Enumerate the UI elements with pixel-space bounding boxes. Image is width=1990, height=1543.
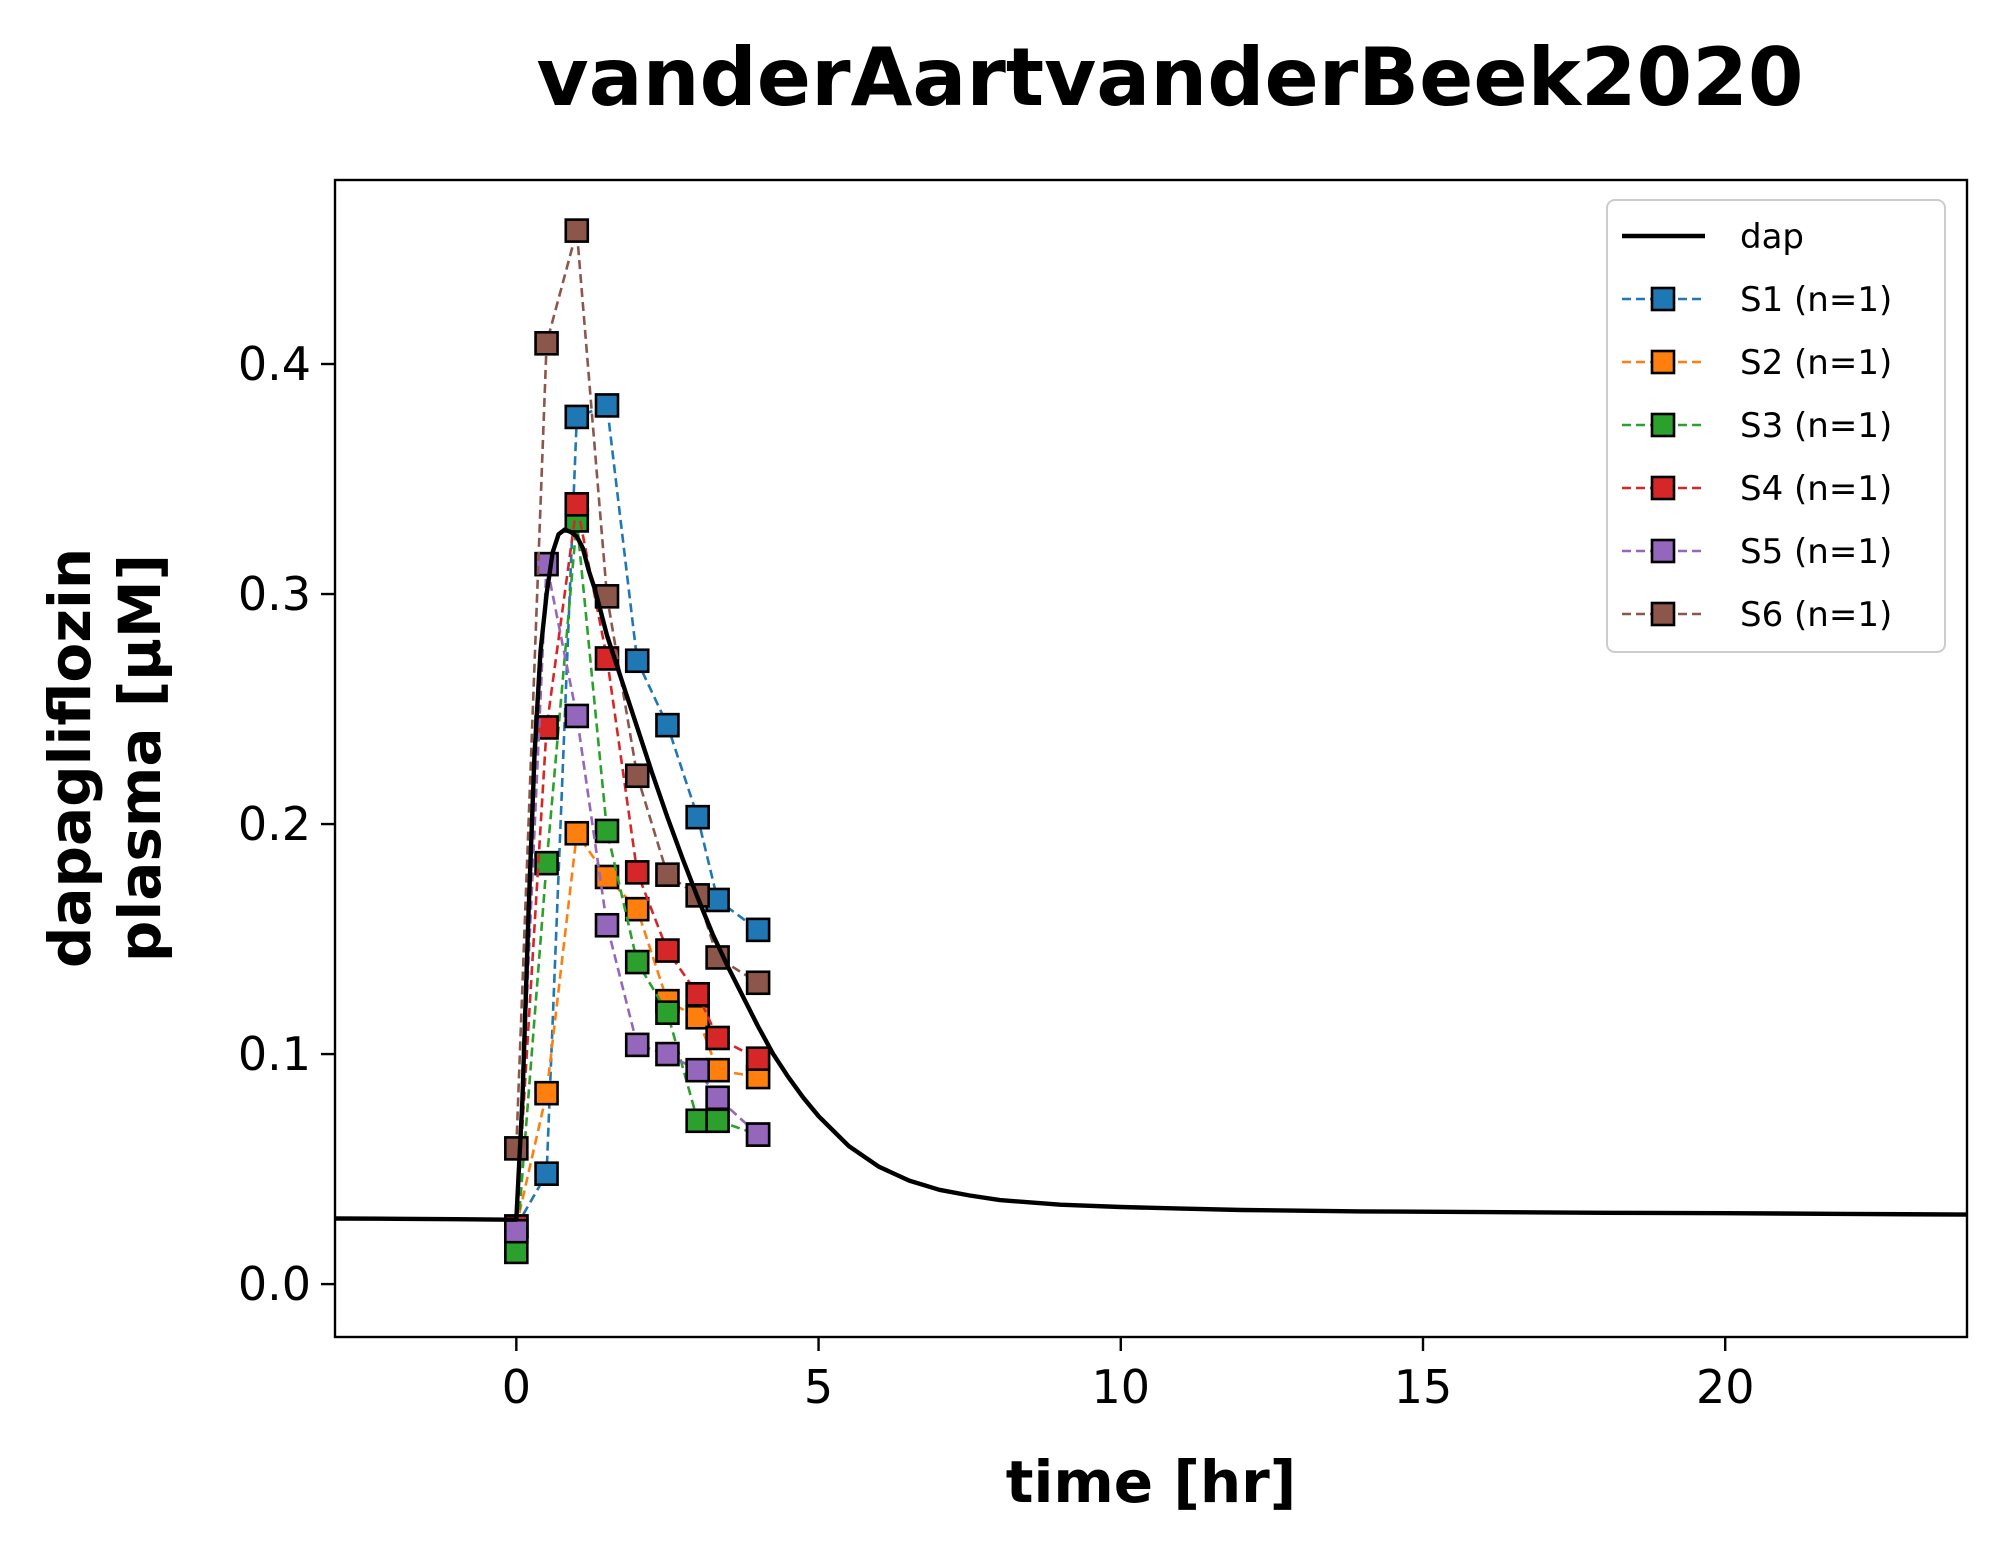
x-tick-label: 10 <box>1092 1360 1151 1414</box>
legend-marker-swatch <box>1650 538 1676 564</box>
data-point <box>655 1000 680 1025</box>
y-tick-label: 0.3 <box>238 567 311 621</box>
x-axis: 0 5 10 15 20 <box>502 1337 1755 1414</box>
data-point <box>705 1025 730 1051</box>
y-tick-label: 0.4 <box>238 337 311 391</box>
legend-entry: dap <box>1622 217 1804 257</box>
series-1 <box>504 393 771 1239</box>
legend-marker-swatch <box>1650 601 1676 627</box>
y-axis-label-line-1: dapagliflozin <box>36 548 104 968</box>
legend-entry: S6 (n=1) <box>1622 595 1892 635</box>
data-point <box>624 896 650 922</box>
data-point <box>534 850 559 876</box>
legend-label: S3 (n=1) <box>1740 406 1892 446</box>
data-point <box>564 820 590 846</box>
data-point <box>685 804 710 830</box>
y-axis-label-line-2: plasma [µM] <box>106 554 174 962</box>
data-point <box>685 981 710 1007</box>
data-point <box>685 1057 710 1083</box>
series-6 <box>504 218 771 1161</box>
data-point <box>504 1136 529 1161</box>
data-point <box>534 1161 559 1186</box>
y-tick-label: 0.2 <box>238 797 311 851</box>
model-curve-layer <box>334 527 1968 1222</box>
x-tick-label: 20 <box>1696 1360 1755 1414</box>
data-point <box>534 331 559 356</box>
y-axis-label: dapagliflozin plasma [µM] <box>36 548 174 968</box>
data-point <box>594 912 620 938</box>
legend-entry: S3 (n=1) <box>1622 406 1892 446</box>
data-point <box>745 1046 771 1071</box>
data-point <box>655 938 680 963</box>
x-axis-label: time [hr] <box>1006 1448 1296 1516</box>
data-point <box>705 1108 730 1134</box>
y-tick-label: 0.1 <box>238 1027 311 1081</box>
legend-marker-swatch <box>1650 286 1676 312</box>
legend-entry: S5 (n=1) <box>1622 532 1892 572</box>
legend-marker-swatch <box>1650 349 1676 375</box>
legend-entry: S2 (n=1) <box>1622 343 1892 383</box>
legend-label: S4 (n=1) <box>1740 469 1892 509</box>
data-point <box>594 393 620 418</box>
data-point <box>564 492 590 517</box>
legend-label: S5 (n=1) <box>1740 532 1892 572</box>
chart-title: vanderAartvanderBeek2020 <box>536 31 1803 124</box>
data-point <box>655 1041 680 1067</box>
data-point <box>745 917 771 943</box>
data-point <box>655 862 680 887</box>
legend-label: S1 (n=1) <box>1740 280 1892 320</box>
data-point <box>564 218 590 243</box>
legend-box <box>1606 199 1946 653</box>
legend-label: dap <box>1740 217 1804 257</box>
data-point <box>534 1080 559 1106</box>
data-point <box>624 860 650 885</box>
data-point <box>705 1085 730 1111</box>
data-point <box>564 404 590 430</box>
legend: dap S1 (n=1) S2 (n=1) S3 (n=1) S4 (n=1) S5 (n… <box>1606 199 1946 653</box>
data-point <box>624 949 650 975</box>
x-tick-label: 5 <box>804 1360 833 1414</box>
data-point <box>624 763 650 789</box>
y-axis: 0.0 0.1 0.2 0.3 0.4 <box>238 337 335 1311</box>
plot-frame <box>333 178 1969 1339</box>
legend-entry: S1 (n=1) <box>1622 280 1892 320</box>
data-point <box>745 970 771 996</box>
data-point <box>624 648 650 674</box>
data-point <box>504 1239 529 1265</box>
data-point <box>745 1122 771 1147</box>
data-point <box>655 712 680 738</box>
y-tick-label: 0.0 <box>238 1257 311 1311</box>
x-tick-label: 0 <box>502 1360 531 1414</box>
legend-marker-swatch <box>1650 475 1676 501</box>
legend-entry: S4 (n=1) <box>1622 469 1892 509</box>
legend-label: S2 (n=1) <box>1740 343 1892 383</box>
data-point <box>624 1032 650 1058</box>
data-point <box>504 1218 529 1244</box>
model-curve <box>334 527 1968 1222</box>
data-point <box>594 818 620 844</box>
legend-label: S6 (n=1) <box>1740 595 1892 635</box>
data-point <box>564 703 590 729</box>
legend-marker-swatch <box>1650 412 1676 438</box>
x-tick-label: 15 <box>1394 1360 1453 1414</box>
